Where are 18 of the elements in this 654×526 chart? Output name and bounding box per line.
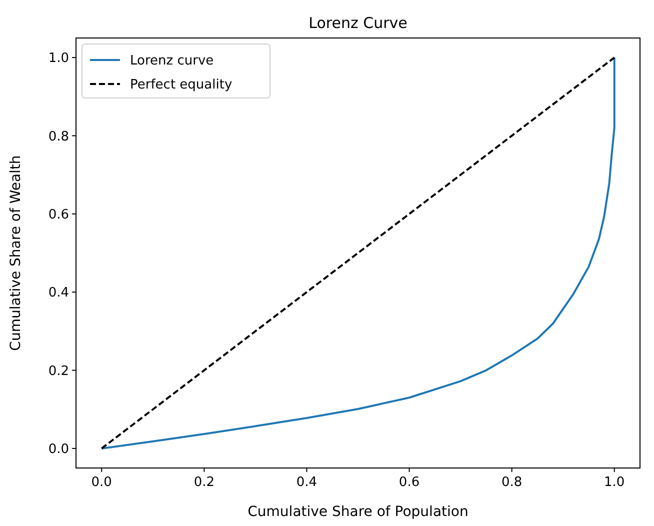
legend-label: Lorenz curve [130, 54, 214, 69]
chart-title: Lorenz Curve [308, 14, 408, 32]
legend-label: Perfect equality [130, 78, 232, 93]
x-tick-label: 0.8 [501, 475, 522, 490]
y-tick-label: 0.4 [48, 286, 69, 301]
y-tick-label: 0.0 [48, 442, 69, 458]
y-tick-label: 0.8 [48, 129, 69, 144]
y-tick-label: 0.2 [48, 364, 69, 379]
line-series [100, 56, 616, 450]
x-axis-title: Cumulative Share of Population [248, 504, 468, 520]
y-tick-label: 0.6 [48, 207, 69, 222]
y-tick-label: 1.0 [48, 51, 69, 66]
x-tick-label: 1.0 [604, 475, 625, 490]
y-axis-title: Cumulative Share of Wealth [8, 155, 24, 351]
x-tick-label: 0.6 [398, 475, 420, 490]
x-tick-label: 0.0 [91, 475, 112, 490]
x-tick-label: 0.4 [296, 475, 318, 490]
x-tick-label: 0.2 [194, 475, 215, 490]
